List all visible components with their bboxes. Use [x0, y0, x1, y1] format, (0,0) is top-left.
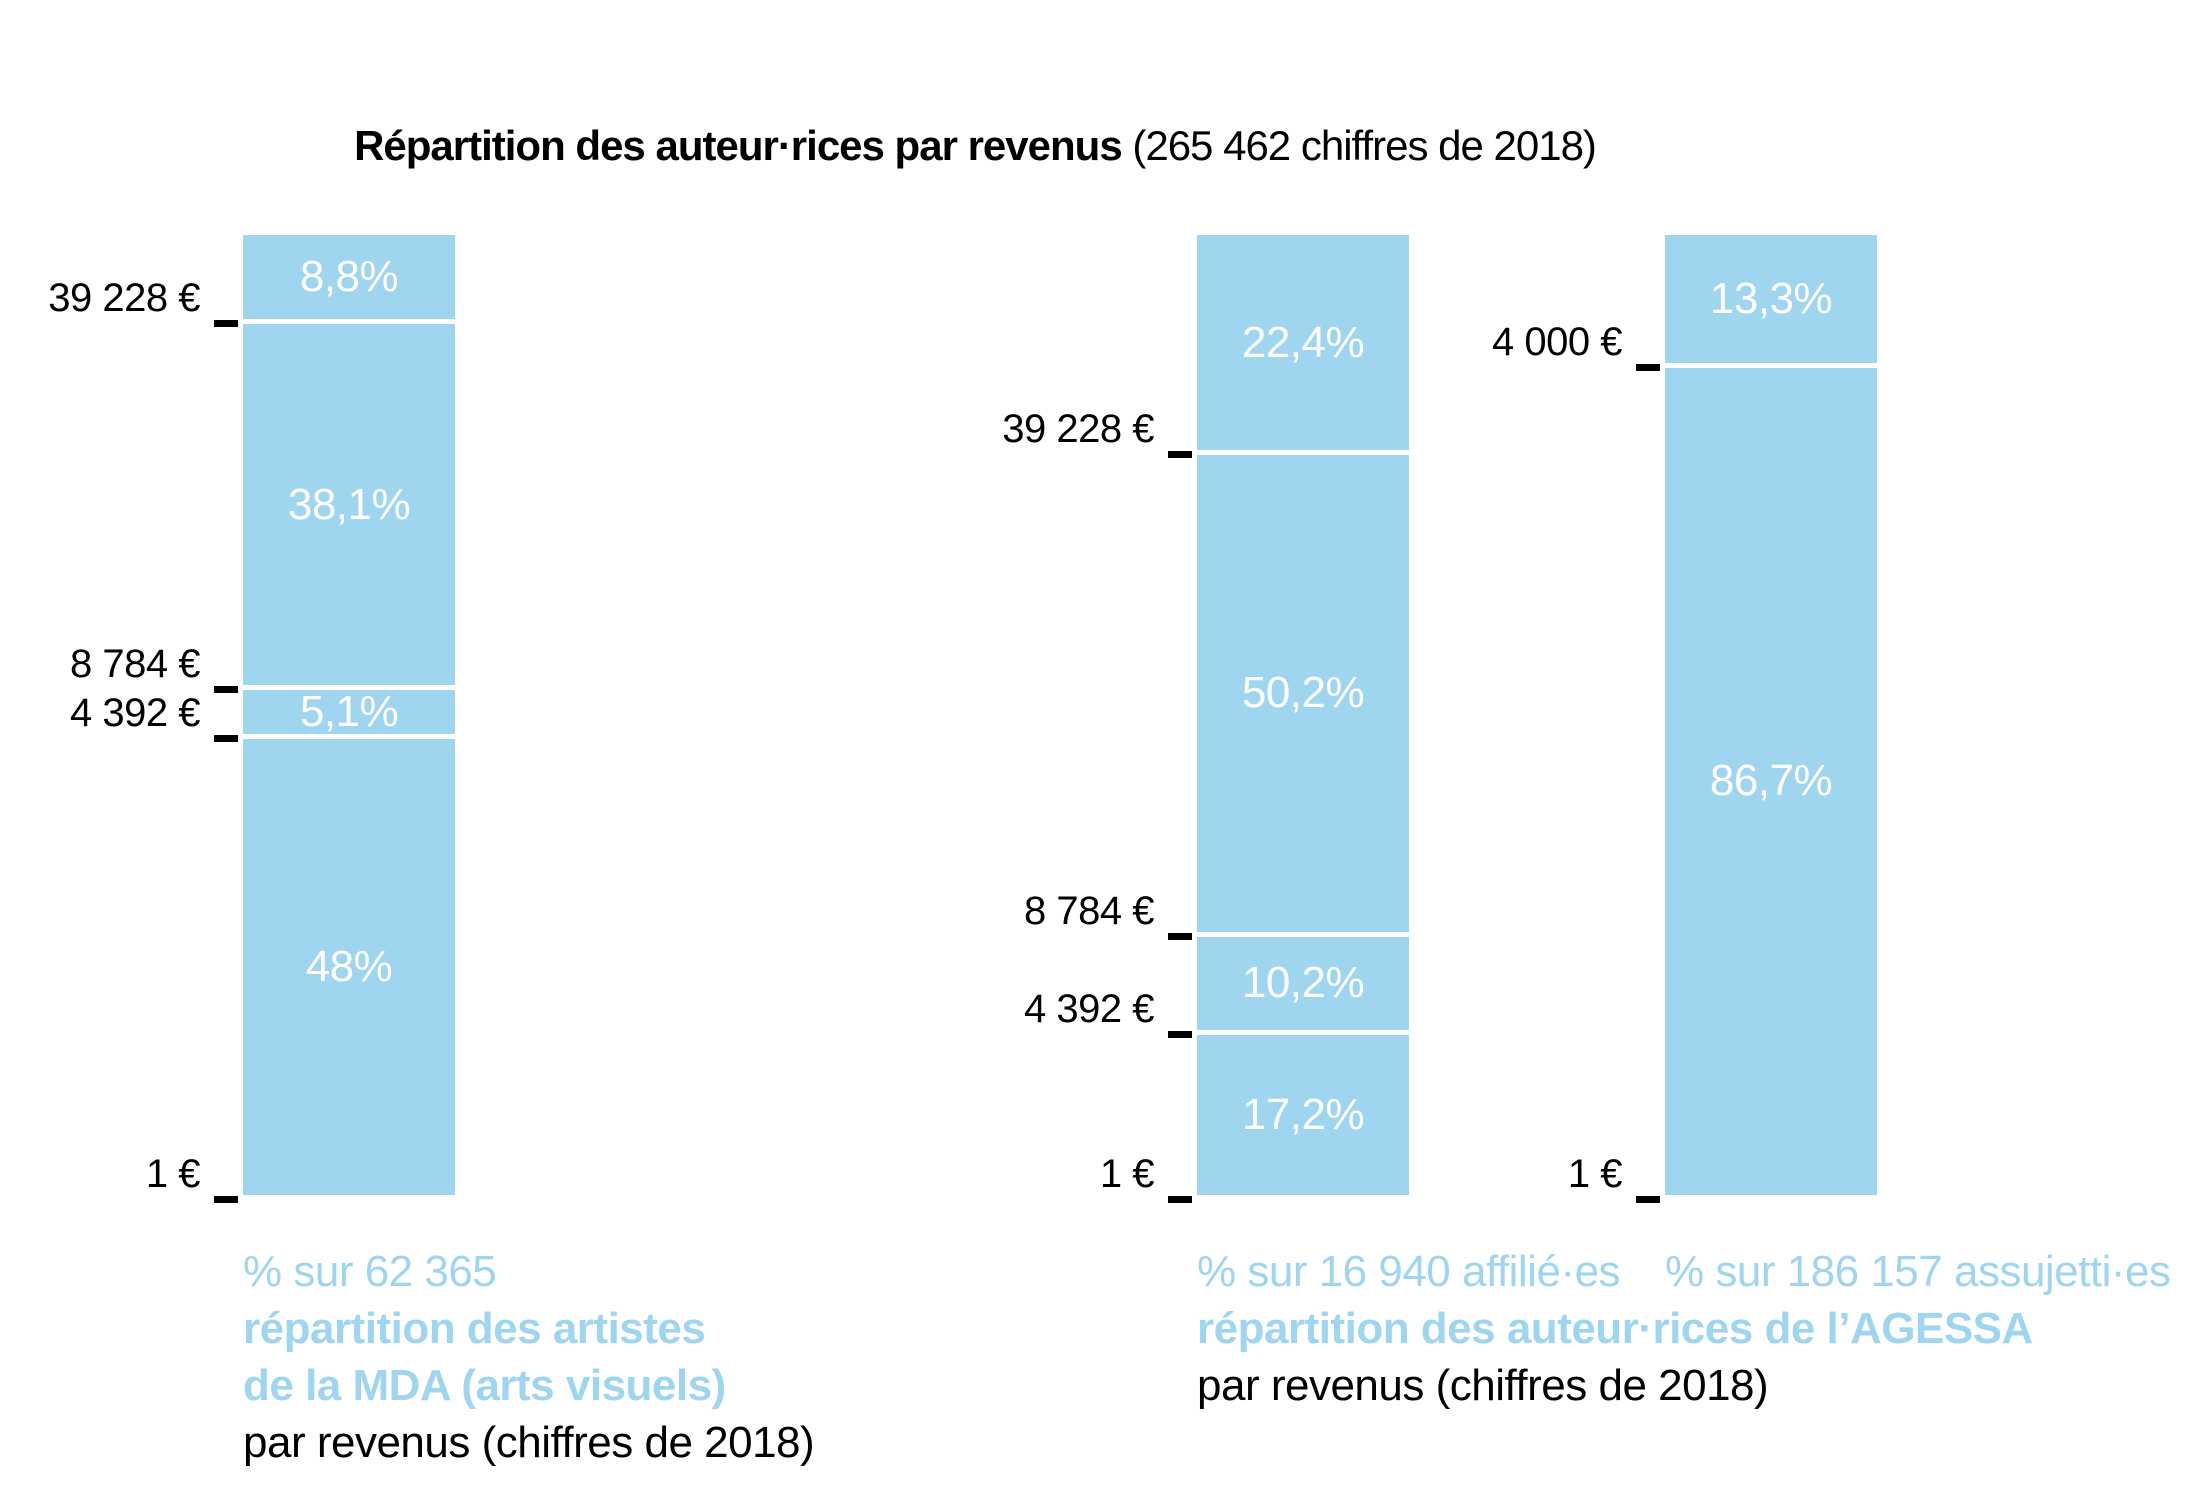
stacked-bar-agessa-affilies: 22,4% 50,2% 10,2% 17,2% 39 228 € 8 784 € 4 392…	[1002, 235, 1409, 1203]
segment-percent-label: 5,1%	[299, 687, 399, 737]
stacked-bar-agessa-assujettis: 13,3% 86,7% 4 000 € 1 €	[1492, 235, 1877, 1203]
segment-percent-label: 13,3%	[1709, 273, 1833, 323]
axis-tick-mark	[1168, 1030, 1192, 1038]
segment-percent-label: 8,8%	[299, 252, 399, 302]
caption-agessa: % sur 16 940 affilié·es répartition des a…	[1197, 1243, 2033, 1414]
stacked-bar-mda: 8,8% 38,1% 5,1% 48% 39 228 € 8 784 €4 392 € 1 …	[48, 235, 455, 1203]
axis-tick-mark	[214, 1196, 238, 1203]
bar-segment: 50,2%	[1197, 450, 1409, 932]
caption-line: par revenus (chiffres de 2018)	[1197, 1361, 1769, 1410]
bar-segment: 22,4%	[1197, 235, 1409, 451]
bar-segment: 5,1%	[243, 685, 455, 737]
page-title-bold: Répartition des auteur·rices par revenus	[354, 122, 1123, 169]
segment-percent-label: 22,4%	[1241, 317, 1365, 367]
axis-tick-label: 1 €	[1099, 1152, 1155, 1196]
axis-tick-mark	[1168, 932, 1192, 940]
page-title-note: (265 462 chiffres de 2018)	[1121, 122, 1597, 169]
axis-tick-label: 39 228 €	[1002, 407, 1154, 452]
bar-segment: 13,3%	[1665, 235, 1877, 363]
axis-tick-mark	[214, 686, 238, 694]
axis-tick-mark	[1168, 451, 1192, 459]
axis-tick-mark	[1168, 1196, 1192, 1203]
axis-tick-label: 8 784 €	[70, 642, 200, 687]
bar-segment: 48%	[243, 734, 455, 1195]
axis-tick-mark	[214, 735, 238, 743]
bar-segment: 17,2%	[1197, 1029, 1409, 1195]
segment-percent-label: 48%	[305, 942, 393, 992]
segment-percent-label: 86,7%	[1709, 756, 1833, 806]
caption-line: répartition des auteur·rices de l’AGESSA	[1197, 1304, 2033, 1353]
caption-line: par revenus (chiffres de 2018)	[243, 1418, 815, 1467]
caption-line: % sur 62 365	[243, 1247, 497, 1296]
caption-mda: % sur 62 365 répartition des artistes de l…	[243, 1243, 815, 1471]
axis-tick-label: 4 392 €	[1024, 986, 1154, 1031]
axis-tick-label: 1 €	[145, 1152, 201, 1196]
bar-segment: 86,7%	[1665, 362, 1877, 1195]
bar-segment: 10,2%	[1197, 931, 1409, 1030]
axis-tick-mark	[214, 320, 238, 328]
segment-percent-label: 38,1%	[287, 479, 411, 529]
caption-line: % sur 186 157 assujetti·es	[1665, 1247, 2171, 1296]
segment-percent-label: 10,2%	[1241, 958, 1365, 1008]
axis-tick-label: 4 392 €	[70, 691, 200, 736]
axis-tick-label: 1 €	[1567, 1152, 1623, 1196]
axis-tick-label: 4 000 €	[1492, 319, 1622, 364]
caption-assujettis: % sur 186 157 assujetti·es	[1665, 1243, 2171, 1300]
bar-segment: 8,8%	[243, 235, 455, 320]
axis-tick-label: 8 784 €	[1024, 888, 1154, 933]
caption-line: de la MDA (arts visuels)	[243, 1361, 726, 1410]
segment-percent-label: 17,2%	[1241, 1089, 1365, 1139]
axis-tick-mark	[1636, 1196, 1660, 1203]
caption-line: répartition des artistes	[243, 1304, 706, 1353]
axis-tick-label: 39 228 €	[48, 276, 200, 321]
bar-segment: 38,1%	[243, 319, 455, 686]
page-title: Répartition des auteur·rices par revenus…	[354, 122, 1597, 170]
segment-percent-label: 50,2%	[1241, 668, 1365, 718]
caption-line: % sur 16 940 affilié·es	[1197, 1247, 1621, 1296]
axis-tick-mark	[1636, 363, 1660, 371]
